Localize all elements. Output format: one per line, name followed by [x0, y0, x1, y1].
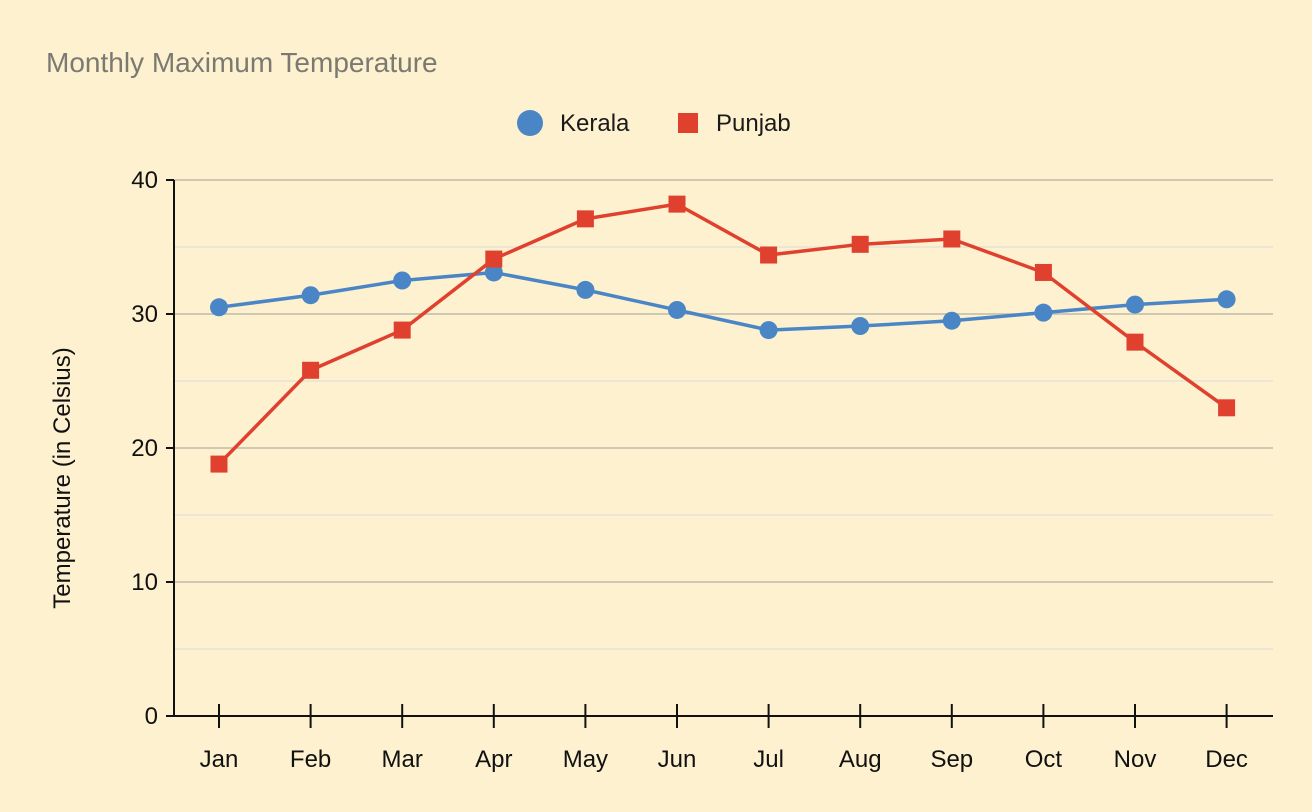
series-kerala — [210, 263, 1236, 340]
data-point-punjab-may — [576, 210, 594, 228]
data-point-punjab-dec — [1218, 399, 1236, 417]
x-tick-label-feb: Feb — [290, 746, 331, 773]
data-point-punjab-mar — [393, 321, 411, 339]
x-tick-label-may: May — [563, 746, 608, 773]
data-point-kerala-jul — [759, 321, 778, 340]
x-tick-label-nov: Nov — [1114, 746, 1157, 773]
x-tick-label-jul: Jul — [753, 746, 784, 773]
y-tick-label: 0 — [145, 703, 158, 730]
data-point-punjab-oct — [1034, 263, 1052, 281]
data-point-punjab-sep — [943, 230, 961, 248]
y-tick-label: 40 — [131, 167, 158, 194]
axes: 0 10 20 30 40 Jan Feb Mar Apr May Jun Jul Aug Sep Oct N… — [131, 167, 1273, 773]
series-line-punjab — [217, 202, 1228, 466]
data-point-punjab-jun — [668, 195, 686, 213]
legend: Kerala Punjab — [517, 110, 791, 137]
data-point-kerala-dec — [1217, 290, 1236, 309]
x-tick-label-oct: Oct — [1025, 746, 1063, 773]
legend-label-kerala: Kerala — [560, 110, 630, 137]
data-point-punjab-feb — [302, 361, 320, 379]
gridlines — [174, 179, 1273, 650]
data-point-kerala-oct — [1034, 303, 1053, 322]
data-point-kerala-jan — [210, 298, 228, 317]
x-tick-label-jan: Jan — [200, 746, 239, 773]
x-tick-label-aug: Aug — [839, 746, 882, 773]
legend-label-punjab: Punjab — [716, 110, 791, 137]
chart-title: Monthly Maximum Temperature — [46, 47, 438, 78]
data-point-punjab-nov — [1126, 333, 1144, 351]
series-line-kerala — [218, 270, 1227, 332]
x-tick-label-mar: Mar — [382, 746, 423, 773]
data-point-kerala-feb — [301, 286, 320, 305]
data-point-kerala-nov — [1126, 295, 1144, 314]
data-point-kerala-jun — [668, 300, 686, 319]
data-point-kerala-aug — [851, 317, 870, 336]
x-tick-label-jun: Jun — [658, 746, 697, 773]
y-axis-title: Temperature (in Celsius) — [49, 347, 76, 608]
data-point-punjab-jan — [210, 455, 228, 473]
x-tick-label-apr: Apr — [475, 746, 512, 773]
series-punjab — [210, 195, 1236, 473]
data-point-kerala-mar — [393, 271, 412, 290]
y-tick-label: 30 — [131, 301, 158, 328]
data-point-kerala-sep — [942, 311, 961, 330]
data-point-punjab-aug — [851, 235, 869, 253]
y-tick-label: 20 — [131, 435, 158, 462]
data-point-punjab-apr — [485, 250, 503, 268]
legend-marker-kerala — [517, 110, 543, 136]
legend-marker-punjab — [678, 113, 698, 133]
data-point-kerala-may — [576, 280, 595, 299]
data-point-kerala-apr — [484, 263, 503, 282]
y-tick-label: 10 — [131, 569, 158, 596]
x-tick-label-sep: Sep — [930, 746, 973, 773]
x-tick-label-dec: Dec — [1205, 746, 1248, 773]
data-series — [210, 195, 1236, 473]
data-point-punjab-jul — [760, 246, 778, 264]
